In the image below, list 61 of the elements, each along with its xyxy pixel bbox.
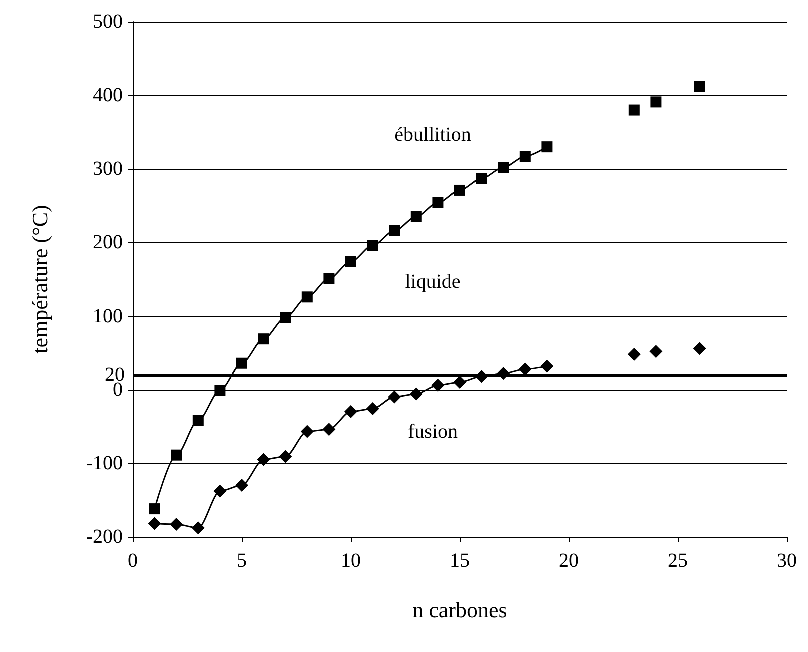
point: [410, 211, 422, 222]
point: [520, 151, 531, 162]
point: [454, 184, 466, 196]
point: [300, 425, 314, 438]
y-tick-label: 200: [93, 232, 123, 254]
point: [346, 256, 356, 268]
x-axis-title: n carbones: [412, 598, 508, 622]
point: [410, 388, 423, 401]
point: [628, 104, 640, 116]
point: [498, 162, 510, 174]
x-tick-label: 10: [341, 550, 361, 572]
point: [236, 358, 248, 369]
point: [279, 450, 292, 464]
point: [694, 81, 706, 92]
y-tick-label: -100: [86, 452, 123, 474]
y-tick-label: 500: [93, 11, 123, 33]
point: [236, 479, 248, 492]
x-tick-label: 5: [237, 550, 247, 572]
x-tick-label: 15: [450, 550, 470, 572]
point: [322, 423, 336, 436]
point: [344, 405, 358, 418]
point: [302, 292, 313, 303]
y-tick-label: 300: [93, 158, 123, 180]
point: [366, 402, 380, 416]
point: [257, 453, 270, 466]
point: [192, 415, 204, 426]
point: [324, 273, 335, 284]
x-tick-label: 25: [668, 550, 688, 572]
y-axis-title: température (°C): [28, 205, 52, 354]
point: [628, 348, 641, 362]
point: [280, 312, 292, 324]
annotation: fusion: [408, 421, 458, 443]
point: [476, 173, 488, 184]
point: [650, 345, 663, 358]
point: [389, 225, 400, 236]
point: [148, 517, 162, 530]
point: [192, 522, 205, 535]
point: [454, 376, 466, 389]
point: [214, 385, 226, 396]
point: [542, 142, 553, 153]
point: [432, 378, 445, 392]
x-tick-label: 0: [128, 550, 138, 572]
x-tick-label: 20: [559, 550, 579, 572]
point: [432, 197, 444, 208]
point: [171, 450, 182, 461]
point: [540, 360, 554, 373]
point: [518, 362, 532, 376]
y-tick-label: 100: [93, 305, 123, 328]
point: [258, 334, 270, 345]
y-tick-label: 400: [93, 84, 123, 107]
x-tick-label: 30: [777, 550, 797, 572]
point: [214, 484, 227, 498]
point: [388, 390, 402, 404]
point: [367, 240, 378, 252]
y-tick-label: -200: [86, 526, 123, 548]
annotation: ébullition: [394, 124, 472, 146]
point: [149, 504, 160, 515]
point: [693, 342, 706, 356]
point: [170, 518, 184, 531]
annotation: liquide: [405, 271, 461, 293]
point: [650, 96, 662, 108]
